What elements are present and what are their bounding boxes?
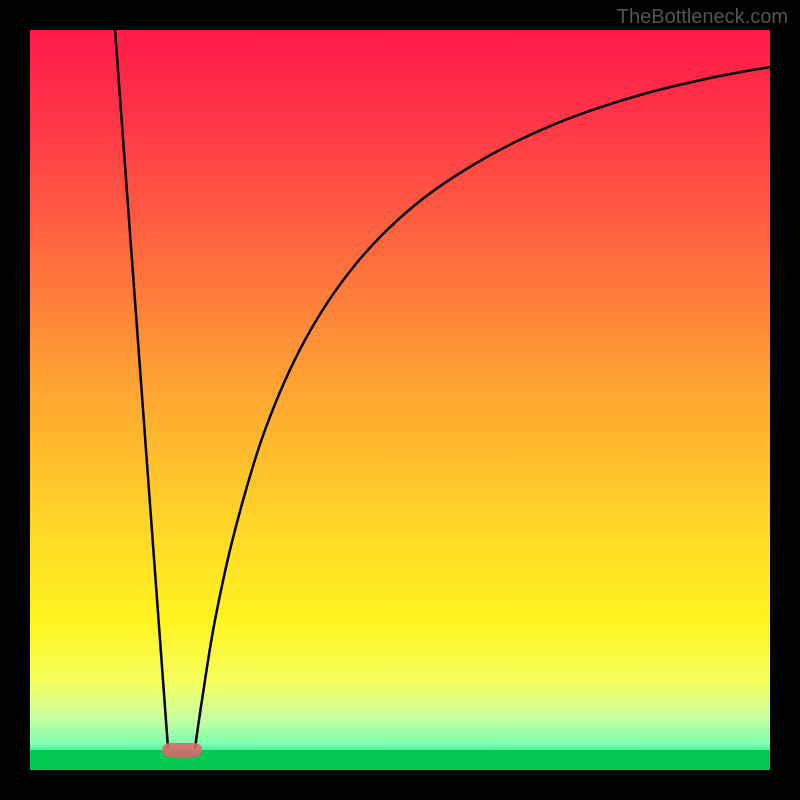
chart-container: TheBottleneck.com [0, 0, 800, 800]
optimal-marker-pill [162, 743, 202, 757]
bottom-green-band [30, 750, 770, 770]
watermark-text: TheBottleneck.com [617, 6, 788, 29]
gradient-background [30, 30, 770, 770]
bottleneck-chart [0, 0, 800, 800]
